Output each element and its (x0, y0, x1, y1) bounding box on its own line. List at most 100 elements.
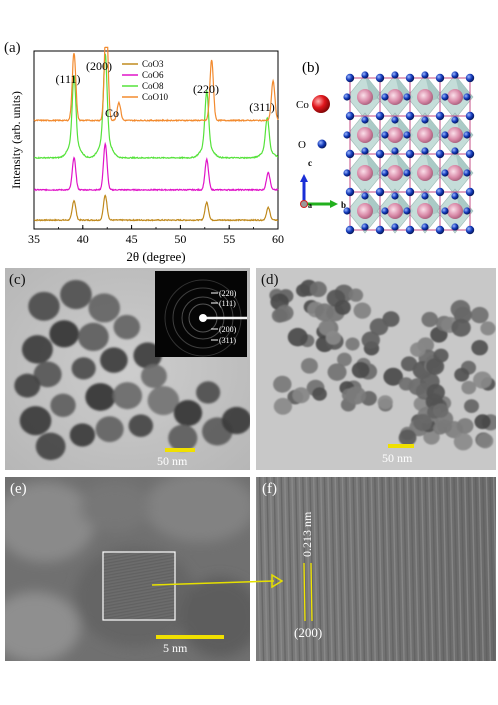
nanoparticle (133, 342, 162, 369)
legend-co-label: Co (296, 99, 309, 111)
lattice-fringe (485, 477, 492, 661)
co-atom (447, 203, 463, 219)
nanoparticle (95, 416, 124, 443)
scale-label-d: 50 nm (382, 451, 413, 465)
lattice-fringe (309, 477, 315, 661)
x-tick-group: 35 40 45 50 55 60 (28, 225, 284, 246)
nanoparticle (398, 429, 417, 446)
nanoparticle (273, 397, 293, 415)
nanoparticle (470, 306, 489, 324)
nanoparticle (327, 363, 347, 381)
lattice-fringe (284, 477, 290, 661)
lattice-fringe (280, 477, 286, 661)
xrd-chart: 35 40 45 50 55 60 2θ (degree) Intensity (arb.… (9, 46, 284, 264)
nanoparticle (351, 361, 370, 379)
xrd-series-coo6 (33, 141, 279, 192)
peak-label-311: (311) (249, 100, 275, 114)
nanoparticle (400, 356, 418, 372)
lattice-fringe (287, 477, 294, 661)
o-atom (465, 73, 475, 83)
lattice-fringe (478, 477, 484, 661)
nanoparticle (113, 314, 141, 340)
lattice-fringe (460, 477, 466, 661)
lattice-fringe (341, 477, 348, 661)
co-atom (417, 165, 433, 181)
panel-e-label: (e) (10, 481, 27, 497)
lattice-fringe (345, 477, 351, 661)
nanoparticle (471, 339, 489, 356)
saed-ring-111: (111) (219, 299, 236, 308)
nanoparticle (85, 383, 116, 411)
co-atom (447, 89, 463, 105)
lattice-fringe (388, 477, 394, 661)
lattice-fringe (276, 477, 283, 661)
nanoparticle (480, 321, 496, 336)
legend: CoO3 CoO6 CoO8 CoO10 (122, 59, 169, 102)
co-atom-legend-icon (312, 95, 330, 113)
nanoparticle (345, 337, 360, 351)
legend-o-label: O (298, 139, 306, 151)
legend-entry-coo8: CoO8 (142, 81, 164, 91)
nanoparticle (273, 375, 292, 393)
co-atom (447, 127, 463, 143)
o-atom (345, 73, 355, 83)
nanoparticle (334, 299, 351, 315)
scale-bar-c (165, 448, 195, 452)
tem-image-d: (d) 50 nm (256, 268, 496, 470)
co-atom (387, 89, 403, 105)
axis-a-label: a (308, 201, 312, 210)
nanoparticle (398, 377, 414, 391)
co-atom (357, 203, 373, 219)
lattice-fringe (449, 477, 456, 661)
lattice-fringe (431, 477, 438, 661)
peak-label-111: (111) (55, 72, 80, 86)
nanoparticle (453, 432, 473, 451)
nanoparticle (69, 423, 96, 447)
co-atom (357, 127, 373, 143)
nanoparticle (196, 381, 221, 404)
lattice-fringe (420, 477, 427, 661)
lattice-fringe (428, 477, 434, 661)
lattice-fringe (417, 477, 423, 661)
x-tick-label: 50 (174, 232, 186, 246)
legend-entry-coo6: CoO6 (142, 70, 164, 80)
tem-image-c: (220) (111) (200) (311) (c) 50 nm (5, 268, 250, 470)
lattice-fringe (330, 477, 337, 661)
nanoparticle-cluster-c (5, 268, 250, 470)
o-atom (345, 149, 355, 159)
lattice-fringe (366, 477, 373, 661)
lattice-fringe (298, 477, 304, 661)
saed-ring-311: (311) (219, 336, 236, 345)
panel-a-label: (a) (4, 40, 21, 56)
nanoparticle (312, 387, 327, 401)
lattice-fringe (334, 477, 340, 661)
o-atom (465, 225, 475, 235)
nanoparticle (296, 283, 311, 297)
o-atom (435, 149, 445, 159)
nanoparticle (21, 335, 53, 364)
lattice-fringe (453, 477, 459, 661)
hrtem-image-e: (e) 5 nm (5, 477, 250, 661)
scale-bar-e (156, 635, 224, 639)
lattice-fringe (269, 477, 276, 661)
lattice-fringe (363, 477, 369, 661)
o-atom (345, 111, 355, 121)
lattice-fringe (492, 477, 496, 620)
lattice-fringe (435, 477, 441, 661)
nanoparticle (28, 291, 60, 321)
co-atom (357, 165, 373, 181)
crystal-structure: (b) Co O c a b (296, 60, 475, 235)
lattice-fringe (467, 477, 474, 661)
o-atom (435, 187, 445, 197)
co-atom (387, 165, 403, 181)
lattice-fringe (384, 477, 391, 661)
hrtem-image-f: (f) 0.213 nm (200) (256, 477, 496, 661)
o-atom (435, 73, 445, 83)
x-tick-label: 45 (126, 232, 138, 246)
co-atom (417, 203, 433, 219)
lattice-fringe (374, 477, 380, 661)
lattice-fringe (348, 477, 355, 661)
saed-ring-220: (220) (219, 289, 237, 298)
nanoparticle (325, 330, 341, 345)
nanoparticle (140, 364, 167, 389)
